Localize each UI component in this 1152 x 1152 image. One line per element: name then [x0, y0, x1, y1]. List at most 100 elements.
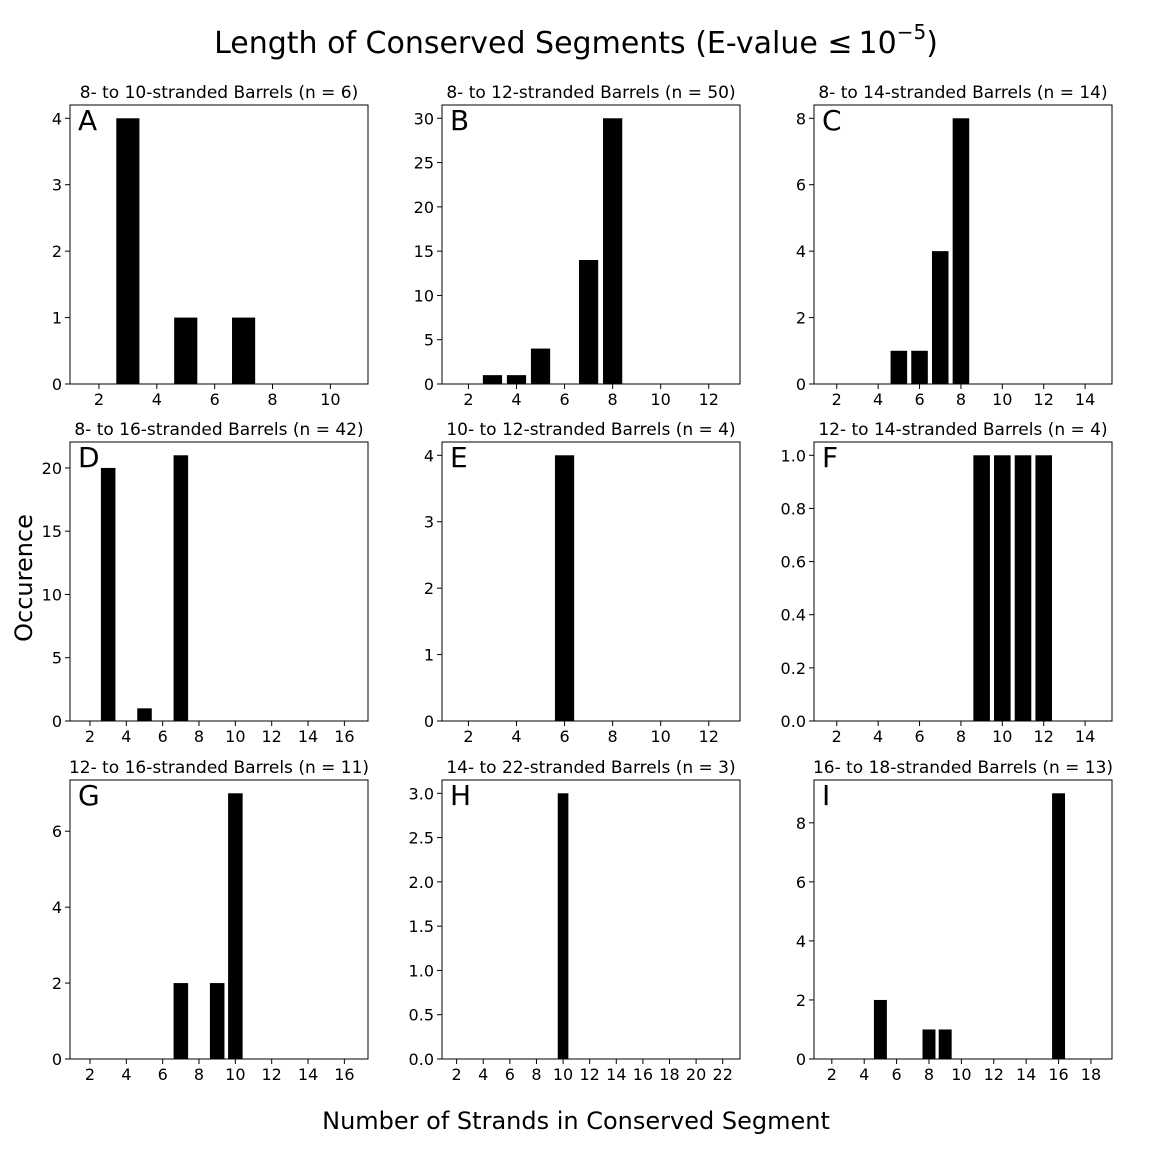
x-tick-label: 8	[956, 390, 966, 409]
x-tick-label: 10	[992, 727, 1012, 746]
bar	[554, 455, 575, 721]
y-tick-label: 1.0	[781, 446, 806, 465]
y-tick-label: 2.0	[409, 873, 434, 892]
x-tick-label: 16	[334, 1065, 354, 1084]
x-tick-label: 4	[511, 727, 521, 746]
x-tick-label: 14	[1075, 390, 1095, 409]
panel-letter: G	[78, 779, 100, 812]
panel-c: 8- to 14-stranded Barrels (n = 14) 2 4 6 8 10…	[796, 83, 1113, 409]
panel-e: 10- to 12-stranded Barrels (n = 4)2 4 6 8 10…	[424, 420, 741, 746]
y-axis-label: Occurence	[10, 514, 38, 642]
x-tick-label: 6	[158, 727, 168, 746]
x-tick-label: 4	[121, 727, 131, 746]
panel-g: 12- to 16-stranded Barrels (n = 11) 2 4 6 8 1…	[52, 758, 369, 1084]
y-tick-label: 0.2	[781, 659, 806, 678]
bar	[1014, 455, 1032, 721]
bar	[173, 983, 189, 1059]
x-tick-label: 4	[873, 390, 883, 409]
x-tick-label: 6	[559, 727, 569, 746]
y-tick-label: 10	[414, 286, 434, 305]
y-tick-label: 0	[424, 712, 434, 731]
x-tick-label: 8	[924, 1065, 934, 1084]
y-tick-label: 1.5	[409, 917, 434, 936]
y-tick-label: 5	[424, 331, 434, 350]
x-tick-label: 12	[699, 727, 719, 746]
x-tick-label: 10	[651, 390, 671, 409]
y-tick-label: 2.5	[409, 829, 434, 848]
y-tick-label: 3	[424, 513, 434, 532]
y-tick-label: 2	[52, 974, 62, 993]
panel-title: 8- to 14-stranded Barrels (n = 14)	[818, 83, 1107, 103]
x-tick-label: 8	[608, 727, 618, 746]
x-tick-label: 14	[1075, 727, 1095, 746]
panel-title: 12- to 14-stranded Barrels (n = 4)	[818, 420, 1107, 440]
y-tick-label: 20	[42, 459, 62, 478]
y-tick-label: 15	[42, 522, 62, 541]
undefined	[813, 779, 1113, 1060]
x-tick-label: 16	[633, 1065, 653, 1084]
bar	[578, 260, 599, 384]
panel-title: 8- to 12-stranded Barrels (n = 50)	[446, 83, 735, 103]
x-tick-label: 4	[121, 1065, 131, 1084]
y-tick-label: 2	[796, 309, 806, 328]
bar	[911, 350, 928, 384]
y-tick-label: 0.8	[781, 499, 806, 518]
panel-title: 16- to 18-stranded Barrels (n = 13)	[813, 758, 1113, 778]
x-tick-label: 4	[478, 1065, 488, 1084]
bar	[174, 317, 198, 384]
undefined	[813, 441, 1113, 722]
x-tick-label: 12	[262, 1065, 282, 1084]
x-tick-label: 8	[956, 727, 966, 746]
x-tick-label: 18	[1081, 1065, 1101, 1084]
undefined	[69, 779, 369, 1060]
x-tick-label: 10	[992, 390, 1012, 409]
x-tick-label: 14	[298, 1065, 318, 1084]
x-tick-label: 8	[194, 727, 204, 746]
y-tick-label: 0.0	[409, 1050, 434, 1069]
bar	[973, 455, 990, 721]
x-tick-label: 12	[579, 1065, 599, 1084]
x-tick-label: 6	[158, 1065, 168, 1084]
undefined	[69, 104, 369, 385]
bar	[209, 983, 225, 1059]
x-tick-label: 2	[463, 727, 473, 746]
panel-f: 12- to 14-stranded Barrels (n = 4) 2 4 6 8 10…	[781, 420, 1113, 746]
bar	[952, 118, 970, 385]
y-tick-label: 6	[52, 822, 62, 841]
panel-title: 10- to 12-stranded Barrels (n = 4)	[446, 420, 735, 440]
panel-letter: D	[78, 441, 100, 474]
panels: 8- to 10-stranded Barrels (n = 6) 2 4 6 8 10 0…	[42, 83, 1113, 1084]
y-tick-label: 4	[52, 898, 62, 917]
bar	[890, 350, 908, 384]
x-tick-label: 16	[1048, 1065, 1068, 1084]
y-tick-label: 8	[796, 109, 806, 128]
x-tick-label: 6	[914, 727, 924, 746]
undefined	[441, 441, 741, 722]
x-tick-label: 12	[262, 727, 282, 746]
panel-a: 8- to 10-stranded Barrels (n = 6) 2 4 6 8 10 0…	[52, 83, 369, 409]
x-tick-label: 14	[298, 727, 318, 746]
panel-title: 8- to 10-stranded Barrels (n = 6)	[80, 83, 358, 103]
x-tick-label: 8	[194, 1065, 204, 1084]
x-tick-label: 2	[463, 390, 473, 409]
y-tick-label: 4	[52, 109, 62, 128]
y-tick-label: 20	[414, 198, 434, 217]
x-tick-label: 4	[511, 390, 521, 409]
y-tick-label: 6	[796, 176, 806, 195]
x-tick-label: 12	[1034, 390, 1054, 409]
panel-letter: A	[78, 104, 97, 137]
undefined	[441, 104, 741, 385]
y-tick-label: 10	[42, 585, 62, 604]
bar	[482, 375, 503, 384]
x-tick-label: 18	[659, 1065, 679, 1084]
x-tick-label: 2	[832, 390, 842, 409]
panel-b: 8- to 12-stranded Barrels (n = 50) 2 4 6 8 10…	[414, 83, 741, 409]
bar	[603, 118, 623, 385]
x-tick-label: 12	[1034, 727, 1054, 746]
y-tick-label: 0	[52, 712, 62, 731]
x-tick-label: 16	[334, 727, 354, 746]
y-tick-label: 8	[796, 814, 806, 833]
y-tick-label: 15	[414, 242, 434, 261]
y-tick-label: 0	[796, 375, 806, 394]
y-tick-label: 3	[52, 176, 62, 195]
